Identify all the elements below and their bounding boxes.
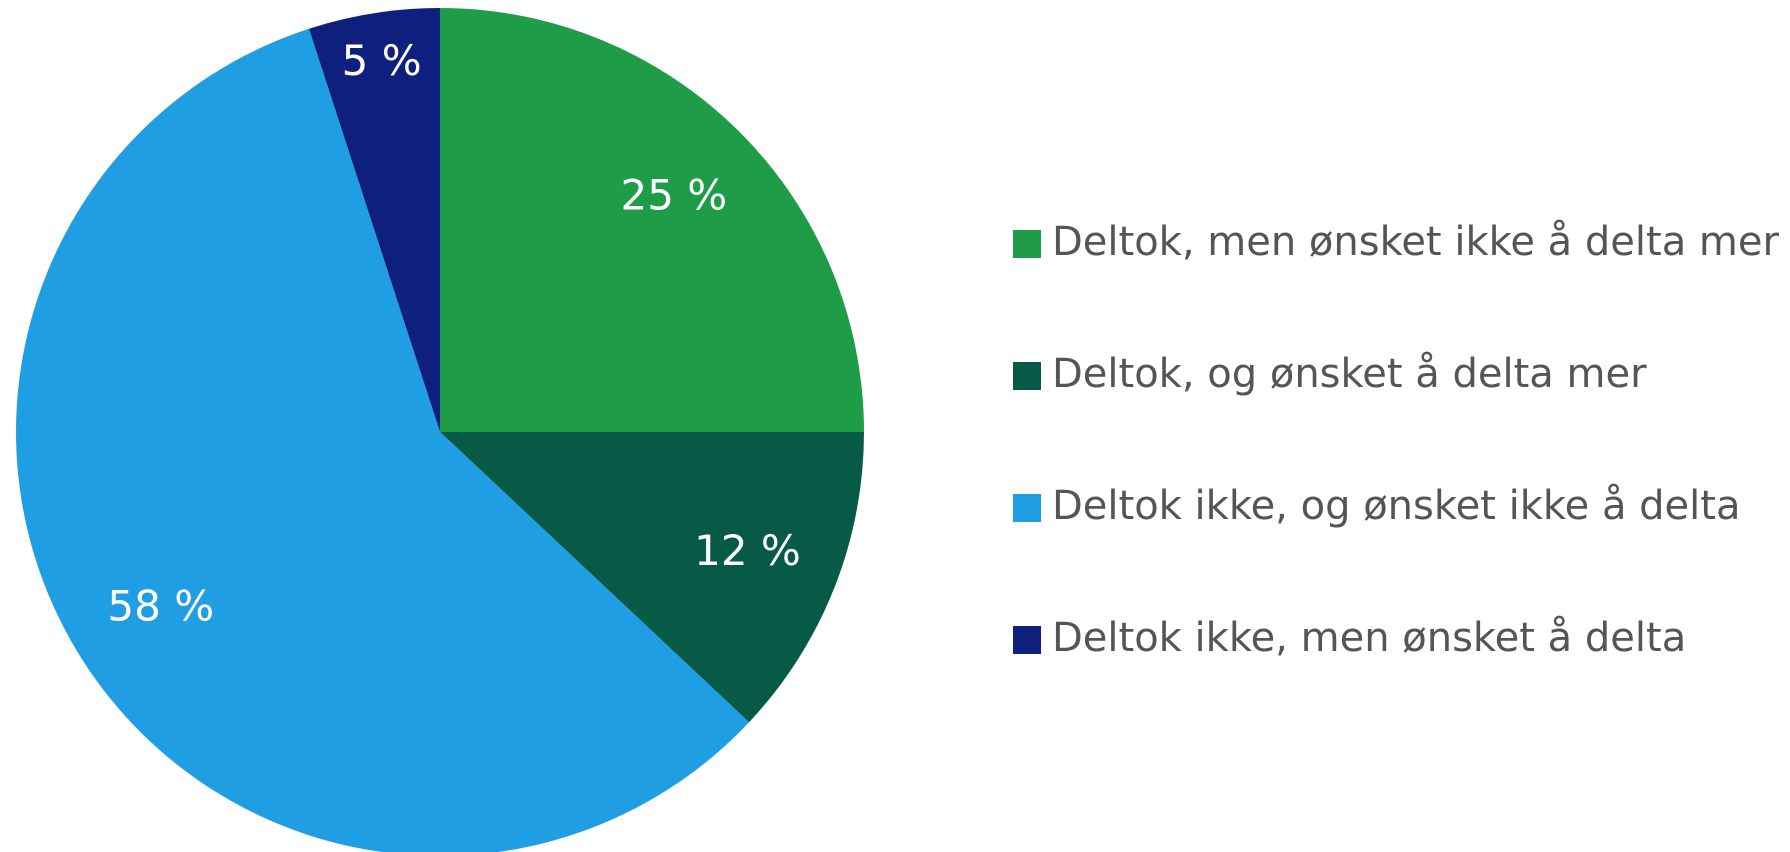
value-label: 5 % [342, 36, 422, 85]
value-label: 12 % [694, 526, 801, 575]
legend-label: Deltok, og ønsket å delta mer [1052, 351, 1647, 397]
value-label: 25 % [621, 171, 728, 220]
legend-label: Deltok ikke, og ønsket ikke å delta [1052, 483, 1740, 529]
legend-swatch [1013, 362, 1041, 390]
legend-label: Deltok ikke, men ønsket å delta [1052, 615, 1686, 661]
legend-swatch [1013, 626, 1041, 654]
value-label: 58 % [107, 582, 214, 631]
pie-slice [308, 8, 440, 432]
legend-swatch [1013, 494, 1041, 522]
pie-slice [16, 28, 750, 852]
pie-slice [440, 432, 864, 723]
pie-slice [440, 8, 864, 432]
legend-swatch [1013, 230, 1041, 258]
legend-label: Deltok, men ønsket ikke å delta mer [1052, 219, 1779, 265]
